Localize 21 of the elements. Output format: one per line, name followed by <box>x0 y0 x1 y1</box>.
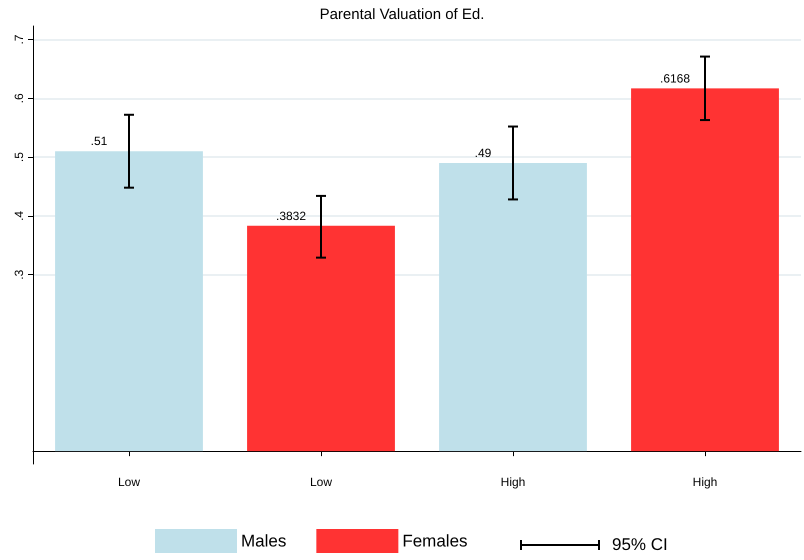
x-tick-label: Low <box>310 475 332 489</box>
data-label: .6168 <box>660 71 690 86</box>
legend-label: Males <box>241 532 286 550</box>
y-tick-label: .7 <box>12 34 26 45</box>
legend-label: Females <box>402 532 468 550</box>
x-tick-label: Low <box>118 475 140 489</box>
bar <box>55 151 203 452</box>
text: 95% CI <box>612 535 668 555</box>
y-tick-label: .6 <box>12 92 26 104</box>
data-label: .3832 <box>276 208 306 223</box>
chart-title: Parental Valuation of Ed. <box>320 6 484 23</box>
x-tick-label: High <box>500 475 526 489</box>
data-label: .49 <box>474 146 492 160</box>
y-tick-label: .3 <box>12 269 26 280</box>
y-tick-label: .5 <box>12 152 26 162</box>
bar <box>439 162 587 452</box>
x-tick-label: High <box>692 475 718 489</box>
bar <box>631 88 779 452</box>
bar <box>247 226 395 452</box>
data-label: .51 <box>90 134 108 148</box>
y-tick-label: .4 <box>12 210 26 221</box>
